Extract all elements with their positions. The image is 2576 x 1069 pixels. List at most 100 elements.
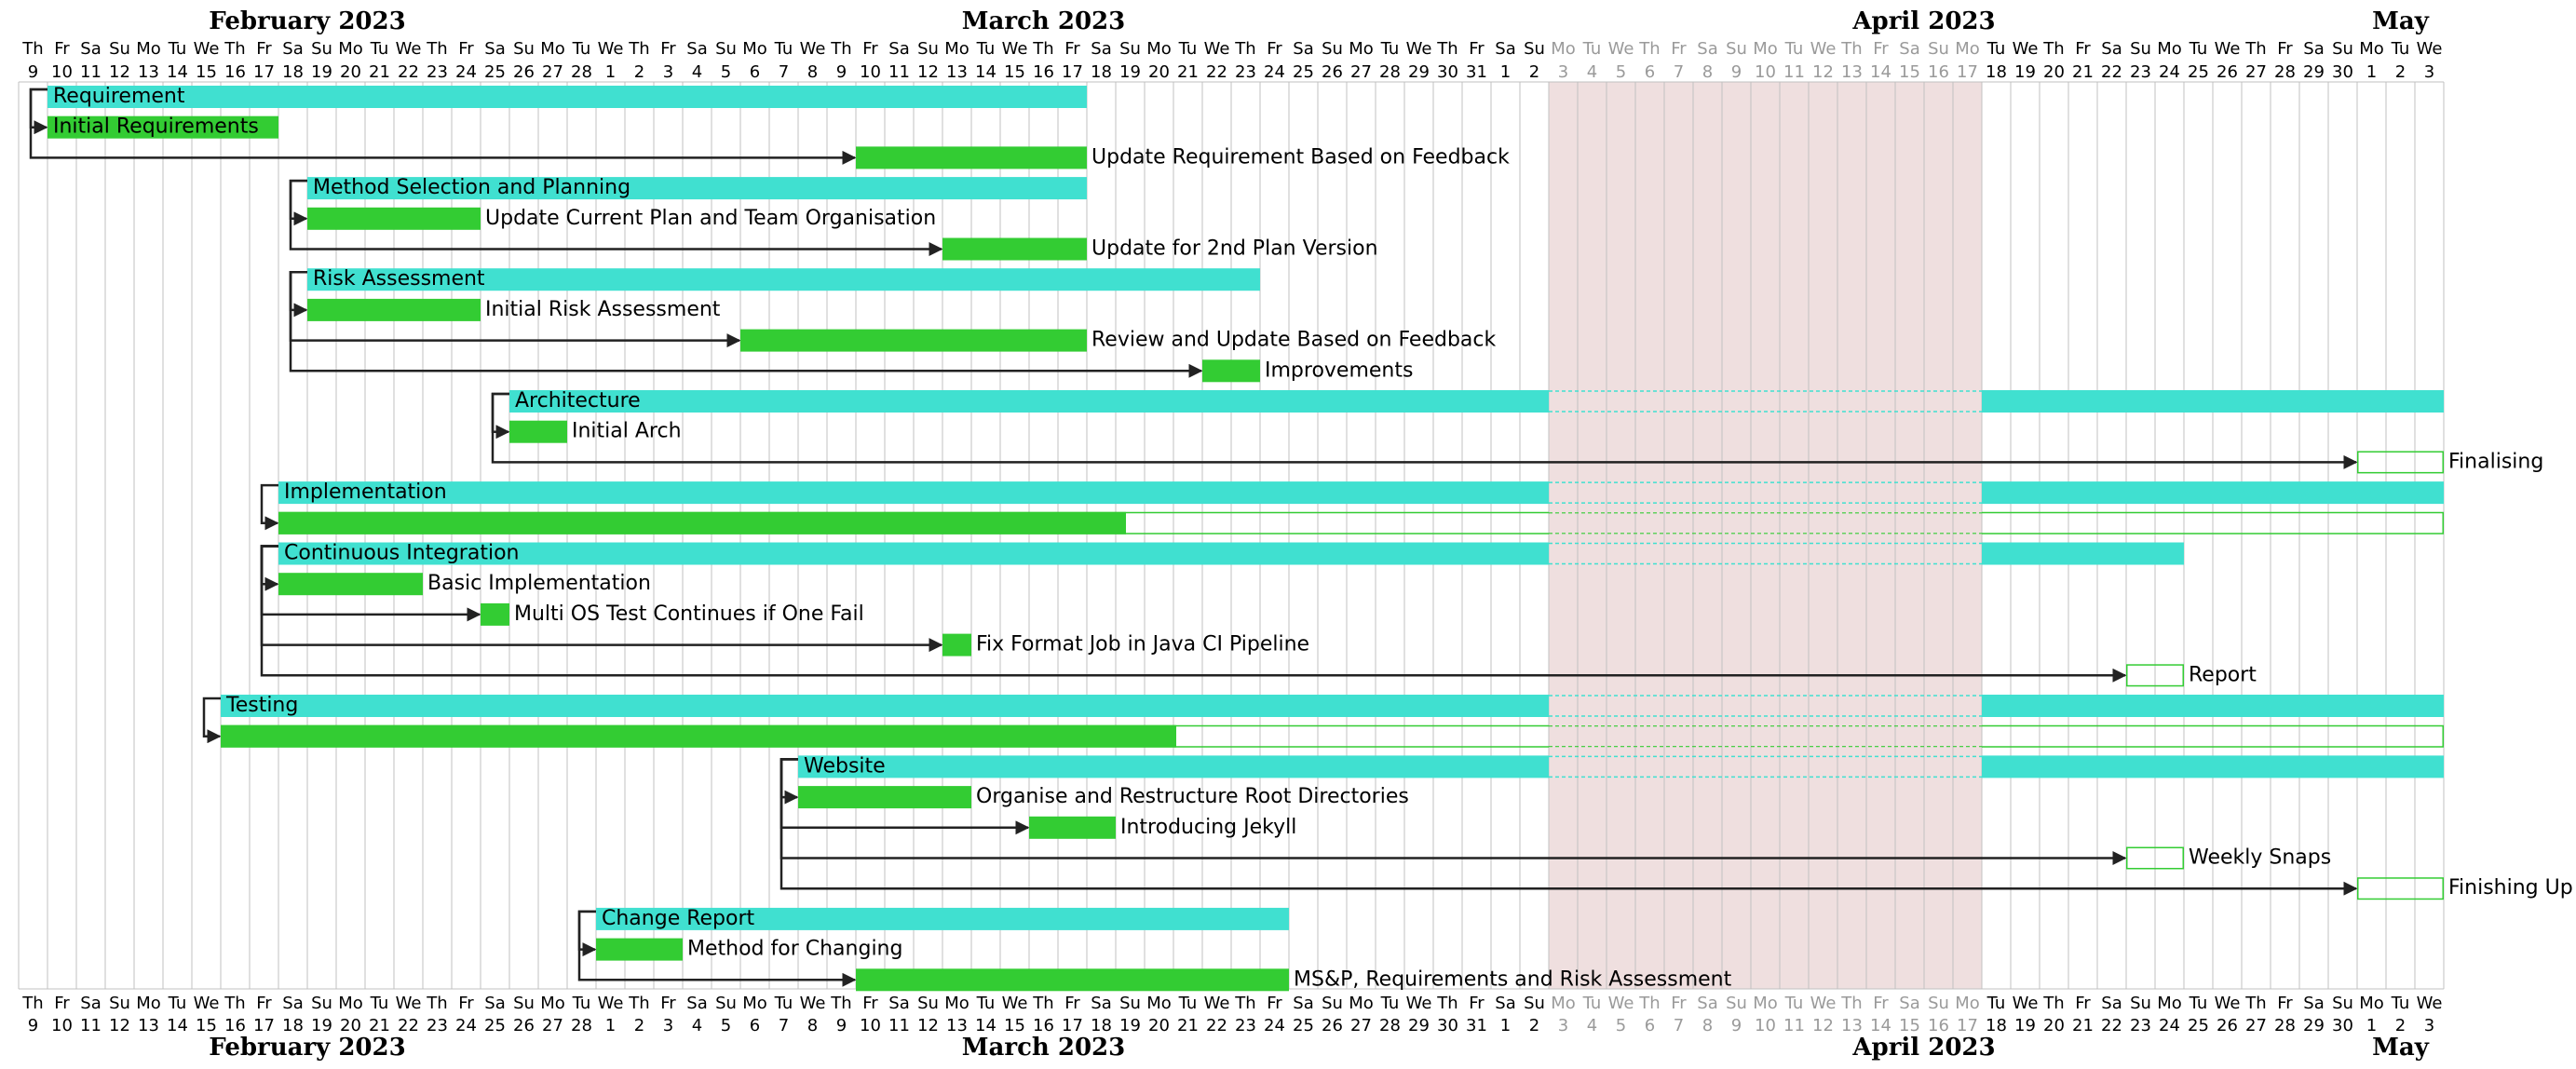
day-number-label: 5 (721, 1016, 731, 1035)
task-label: Finishing Up (2448, 876, 2573, 900)
day-number-label: 1 (2366, 62, 2377, 82)
day-number-label: 14 (975, 1016, 997, 1035)
day-of-week-label: Th (2244, 994, 2266, 1013)
task-progress-bar (942, 237, 1087, 261)
task-label: Introducing Jekyll (1120, 816, 1296, 839)
day-of-week-label: Th (21, 994, 43, 1013)
task-progress-bar (278, 573, 423, 596)
day-of-week-label: Su (917, 39, 939, 59)
task-bar-outline (1982, 511, 2444, 534)
day-of-week-label: Th (1234, 39, 1255, 59)
day-of-week-label: We (800, 994, 826, 1013)
day-number-label: 31 (1466, 62, 1487, 82)
day-of-week-label: Sa (1293, 39, 1313, 59)
day-number-label: 11 (80, 1016, 102, 1035)
task-label: Initial Requirements (53, 115, 259, 139)
day-number-label: 5 (1616, 62, 1626, 82)
day-of-week-label: Sa (686, 994, 707, 1013)
day-of-week-label: Tu (572, 39, 591, 59)
day-number-label: 18 (282, 1016, 304, 1035)
day-number-label: 10 (1755, 62, 1776, 82)
group-bar (509, 390, 1549, 413)
day-number-label: 9 (1731, 1016, 1742, 1035)
task-label: Finalising (2448, 450, 2543, 473)
day-of-week-label: Su (1524, 39, 1545, 59)
task-progress-bar (278, 511, 1126, 534)
day-of-week-label: Sa (80, 39, 101, 59)
day-of-week-label: Mo (2359, 994, 2384, 1013)
day-number-label: 27 (1350, 62, 1372, 82)
day-number-label: 23 (1235, 62, 1256, 82)
day-number-label: 25 (1293, 62, 1314, 82)
day-number-label: 14 (167, 1016, 188, 1035)
day-number-label: 23 (1235, 1016, 1256, 1035)
dependency-arrow (491, 392, 510, 440)
day-of-week-label: Tu (2391, 39, 2410, 59)
day-number-label: 7 (1674, 62, 1684, 82)
day-number-label: 2 (1529, 62, 1539, 82)
day-of-week-label: Sa (282, 39, 303, 59)
day-of-week-label: Th (628, 994, 649, 1013)
day-of-week-label: Su (1524, 994, 1545, 1013)
group-label: Risk Assessment (313, 267, 485, 291)
day-number-label: 9 (28, 1016, 38, 1035)
day-number-label: 22 (398, 1016, 419, 1035)
day-of-week-label: Su (513, 994, 535, 1013)
day-of-week-label: Fr (2277, 994, 2293, 1013)
day-number-label: 19 (311, 1016, 332, 1035)
day-number-label: 1 (2366, 1016, 2377, 1035)
dependency-arrow (29, 88, 857, 165)
group-label: Change Report (602, 907, 755, 930)
day-number-label: 22 (398, 62, 419, 82)
day-number-label: 8 (1702, 62, 1713, 82)
group-label: Architecture (515, 389, 641, 413)
day-of-week-label: Th (1032, 39, 1053, 59)
day-number-label: 1 (1500, 1016, 1511, 1035)
day-number-label: 11 (888, 1016, 910, 1035)
day-of-week-label: Fr (1873, 39, 1889, 59)
day-of-week-label: Tu (1380, 994, 1400, 1013)
day-of-week-label: Su (311, 39, 332, 59)
day-of-week-label: Su (1322, 994, 1343, 1013)
day-of-week-label: We (194, 39, 220, 59)
day-number-label: 18 (1091, 1016, 1112, 1035)
day-of-week-label: Su (1322, 39, 1343, 59)
group-label: Implementation (284, 480, 447, 504)
day-of-week-label: Fr (1064, 994, 1080, 1013)
day-of-week-label: We (1002, 994, 1028, 1013)
day-number-label: 26 (2217, 1016, 2238, 1035)
day-number-label: 1 (605, 1016, 616, 1035)
day-number-label: 17 (1062, 62, 1083, 82)
day-of-week-label: Mo (1146, 994, 1172, 1013)
day-of-week-label: Mo (1349, 994, 1374, 1013)
dependency-arrow (780, 758, 799, 805)
day-number-label: 18 (1986, 1016, 2007, 1035)
group-bar (307, 268, 1260, 291)
day-number-label: 23 (427, 62, 448, 82)
day-of-week-label: We (396, 994, 422, 1013)
day-number-label: 19 (2014, 1016, 2036, 1035)
day-number-label: 15 (196, 1016, 217, 1035)
day-number-label: 24 (1264, 62, 1285, 82)
day-of-week-label: Tu (976, 39, 996, 59)
task-progress-bar (856, 968, 1289, 992)
day-number-label: 20 (340, 62, 361, 82)
day-of-week-label: Fr (1469, 39, 1485, 59)
day-of-week-label: Fr (256, 994, 272, 1013)
task-bar-outline (1982, 724, 2444, 748)
group-bar (278, 542, 1549, 565)
task-progress-bar (856, 146, 1087, 169)
day-of-week-label: We (2215, 39, 2241, 59)
day-number-label: 20 (1148, 62, 1170, 82)
day-of-week-label: We (1608, 39, 1634, 59)
day-number-label: 30 (2332, 62, 2353, 82)
day-of-week-label: Sa (888, 39, 909, 59)
task-label: Method for Changing (687, 938, 902, 961)
day-of-week-label: Tu (976, 994, 996, 1013)
dependency-arrow (289, 270, 308, 318)
day-number-label: 21 (369, 1016, 390, 1035)
day-number-label: 19 (1119, 1016, 1141, 1035)
day-of-week-label: Fr (862, 994, 878, 1013)
day-of-week-label: We (1204, 39, 1230, 59)
day-of-week-label: Mo (2359, 39, 2384, 59)
